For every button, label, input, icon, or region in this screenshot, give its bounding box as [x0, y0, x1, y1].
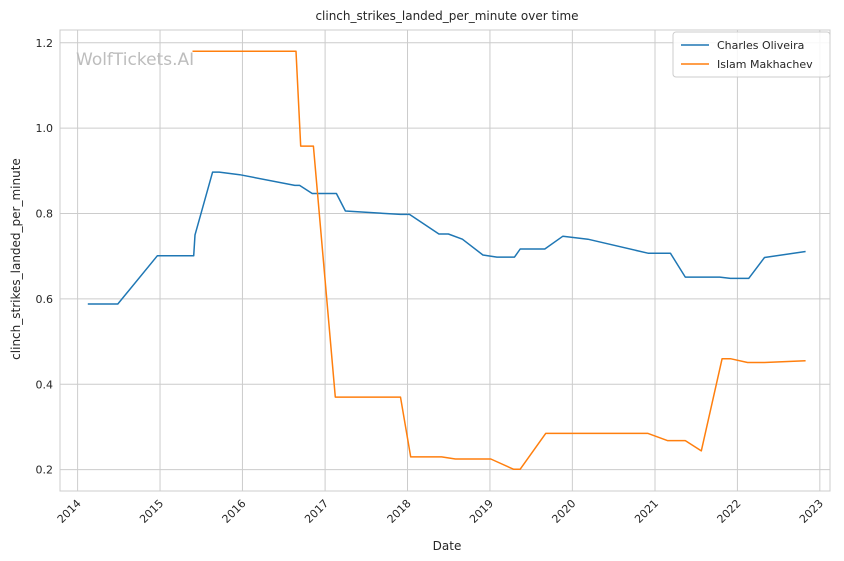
y-axis-label: clinch_strikes_landed_per_minute [9, 158, 23, 360]
x-axis-ticks: 2014 2015 2016 2017 2018 2019 2020 2021 2022 2023 [55, 497, 826, 526]
y-tick-label: 0.4 [36, 378, 54, 391]
grid [60, 30, 830, 491]
legend-box [672, 31, 831, 78]
y-tick-label: 0.8 [36, 208, 54, 221]
legend-label-charles-oliveira: Charles Oliveira [717, 39, 804, 52]
series-layer [87, 50, 806, 470]
y-tick-label: 0.2 [36, 464, 54, 477]
series-line-charles-oliveira [87, 171, 806, 305]
series-line-islam-makhachev [192, 50, 806, 470]
x-axis-label: Date [433, 539, 462, 553]
y-tick-label: 1.2 [36, 37, 54, 50]
chart-title: clinch_strikes_landed_per_minute over ti… [315, 9, 578, 23]
legend-label-islam-makhachev: Islam Makhachev [717, 58, 813, 71]
y-axis-ticks: 0.2 0.4 0.6 0.8 1.0 1.2 [36, 37, 54, 477]
plot-area [59, 29, 831, 492]
y-tick-label: 1.0 [36, 122, 54, 135]
watermark: WolfTickets.AI [76, 50, 194, 70]
y-tick-label: 0.6 [36, 293, 54, 306]
legend: Charles Oliveira Islam Makhachev [672, 31, 831, 78]
